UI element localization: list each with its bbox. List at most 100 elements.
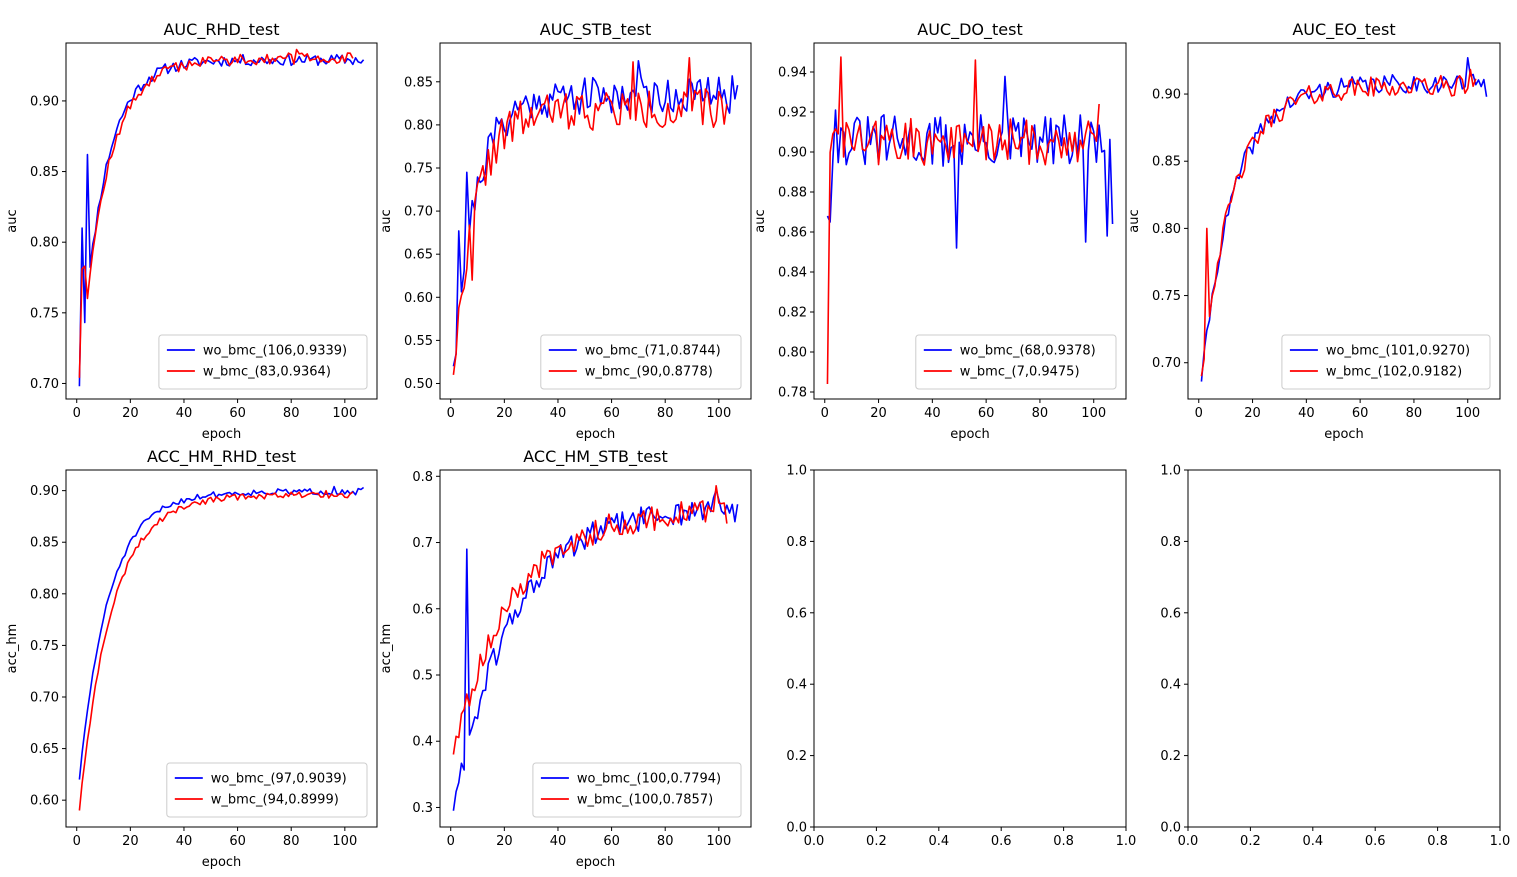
y-tick-label: 0.80 bbox=[778, 346, 807, 361]
y-tick-label: 0.92 bbox=[778, 106, 807, 121]
x-tick-label: 1.0 bbox=[1490, 834, 1511, 849]
x-tick-label: 0.0 bbox=[804, 834, 825, 849]
series-line-wo-bmc bbox=[452, 489, 739, 811]
x-tick-label: 20 bbox=[496, 834, 513, 849]
legend-entry: wo_bmc_(100,0.7794) bbox=[577, 772, 721, 787]
y-tick-label: 0.6 bbox=[786, 606, 807, 621]
x-axis-label: epoch bbox=[950, 427, 990, 442]
y-axis-label: acc_hm bbox=[379, 624, 394, 674]
x-axis-label: epoch bbox=[1324, 427, 1364, 442]
y-tick-label: 0.0 bbox=[1160, 821, 1181, 836]
y-tick-label: 0.80 bbox=[30, 587, 59, 602]
axes-frame bbox=[439, 42, 752, 400]
legend-box bbox=[915, 334, 1117, 390]
chart-title: AUC_RHD_test bbox=[163, 20, 279, 40]
y-tick-label: 0.65 bbox=[404, 248, 433, 263]
x-tick-label: 0.8 bbox=[1427, 834, 1448, 849]
x-tick-label: 60 bbox=[1352, 406, 1369, 421]
y-tick-label: 0.88 bbox=[778, 186, 807, 201]
y-tick-label: 0.65 bbox=[30, 742, 59, 757]
legend-entry: wo_bmc_(68,0.9378) bbox=[960, 344, 1096, 359]
y-tick-label: 0.8 bbox=[412, 470, 433, 485]
y-tick-label: 0.85 bbox=[30, 536, 59, 551]
y-tick-label: 1.0 bbox=[1160, 464, 1181, 479]
y-tick-label: 0.2 bbox=[786, 749, 807, 764]
legend-entry: wo_bmc_(71,0.8744) bbox=[585, 344, 721, 359]
x-tick-label: 0 bbox=[447, 834, 455, 849]
y-tick-label: 0.55 bbox=[404, 334, 433, 349]
y-axis-label: auc bbox=[753, 209, 768, 232]
legend-entry: wo_bmc_(101,0.9270) bbox=[1326, 344, 1470, 359]
y-tick-label: 0.85 bbox=[404, 75, 433, 90]
y-tick-label: 0.8 bbox=[786, 535, 807, 550]
x-axis-label: epoch bbox=[576, 855, 616, 870]
y-tick-label: 0.8 bbox=[1160, 535, 1181, 550]
y-tick-label: 0.70 bbox=[30, 690, 59, 705]
x-tick-label: 100 bbox=[1081, 406, 1106, 421]
x-tick-label: 0.8 bbox=[1053, 834, 1074, 849]
y-tick-label: 0.6 bbox=[412, 602, 433, 617]
x-tick-label: 60 bbox=[603, 834, 620, 849]
x-tick-label: 80 bbox=[283, 406, 300, 421]
subplot-8: 0.0 0.2 0.4 0.6 0.8 1.0 0.0 0.2 0.4 0.6 0.8 1.0 bbox=[1160, 464, 1510, 850]
y-tick-label: 0.4 bbox=[786, 678, 807, 693]
y-tick-label: 0.2 bbox=[1160, 749, 1181, 764]
x-tick-label: 20 bbox=[122, 834, 139, 849]
x-tick-label: 40 bbox=[1298, 406, 1315, 421]
legend-entry: w_bmc_(102,0.9182) bbox=[1326, 365, 1462, 380]
y-tick-label: 0.75 bbox=[30, 639, 59, 654]
x-tick-label: 40 bbox=[924, 406, 941, 421]
series-line-w-bmc bbox=[1200, 68, 1477, 377]
axes-frame bbox=[813, 469, 1127, 828]
legend-entry: w_bmc_(100,0.7857) bbox=[577, 793, 713, 808]
y-tick-label: 0.4 bbox=[412, 735, 433, 750]
x-tick-label: 60 bbox=[603, 406, 620, 421]
series-line-wo-bmc bbox=[826, 75, 1114, 249]
y-axis-label: acc_hm bbox=[5, 624, 20, 674]
legend-entry: w_bmc_(90,0.8778) bbox=[585, 365, 713, 380]
x-tick-label: 80 bbox=[657, 834, 674, 849]
legend-entry: w_bmc_(83,0.9364) bbox=[203, 365, 331, 380]
legend-box bbox=[532, 762, 742, 818]
chart-title: AUC_STB_test bbox=[540, 20, 651, 40]
y-tick-label: 0.90 bbox=[30, 94, 59, 109]
y-tick-label: 0.82 bbox=[778, 306, 807, 321]
legend-box bbox=[158, 334, 368, 390]
y-tick-label: 1.0 bbox=[786, 464, 807, 479]
x-tick-label: 20 bbox=[1244, 406, 1261, 421]
x-tick-label: 0 bbox=[447, 406, 455, 421]
axes-frame bbox=[65, 469, 378, 828]
x-tick-label: 1.0 bbox=[1116, 834, 1137, 849]
subplot-7: 0.0 0.2 0.4 0.6 0.8 1.0 0.0 0.2 0.4 0.6 0.8 1.0 bbox=[786, 464, 1136, 850]
x-tick-label: 60 bbox=[229, 834, 246, 849]
y-tick-label: 0.75 bbox=[1152, 289, 1181, 304]
x-tick-label: 40 bbox=[176, 406, 193, 421]
y-axis-label: auc bbox=[379, 209, 394, 232]
x-tick-label: 100 bbox=[1455, 406, 1480, 421]
legend: wo_bmc_(68,0.9378) w_bmc_(7,0.9475) bbox=[915, 334, 1117, 390]
y-tick-label: 0.80 bbox=[30, 236, 59, 251]
legend: wo_bmc_(106,0.9339) w_bmc_(83,0.9364) bbox=[158, 334, 368, 390]
legend-box bbox=[166, 762, 368, 818]
x-tick-label: 100 bbox=[706, 406, 731, 421]
x-tick-label: 0.4 bbox=[928, 834, 949, 849]
y-tick-label: 0.84 bbox=[778, 266, 807, 281]
x-tick-label: 0.2 bbox=[1240, 834, 1261, 849]
x-tick-label: 20 bbox=[870, 406, 887, 421]
axes-frame bbox=[1187, 469, 1501, 828]
chart-title: AUC_DO_test bbox=[917, 20, 1022, 40]
subplot-3: AUC_DO_test 0 20 40 60 80 100 0.78 0.80 0.82 0.84 0… bbox=[753, 20, 1127, 442]
y-tick-label: 0.80 bbox=[1152, 222, 1181, 237]
y-tick-label: 0.4 bbox=[1160, 678, 1181, 693]
x-tick-label: 80 bbox=[1032, 406, 1049, 421]
x-tick-label: 0.4 bbox=[1302, 834, 1323, 849]
subplot-2: AUC_STB_test 0 20 40 60 80 100 0.50 0.55 0.60 0.65… bbox=[379, 20, 752, 442]
x-tick-label: 20 bbox=[122, 406, 139, 421]
x-tick-label: 80 bbox=[1406, 406, 1423, 421]
legend: wo_bmc_(97,0.9039) w_bmc_(94,0.8999) bbox=[166, 762, 368, 818]
y-tick-label: 0.78 bbox=[778, 386, 807, 401]
legend-box bbox=[540, 334, 742, 390]
y-tick-label: 0.90 bbox=[30, 484, 59, 499]
x-tick-label: 60 bbox=[978, 406, 995, 421]
legend: wo_bmc_(71,0.8744) w_bmc_(90,0.8778) bbox=[540, 334, 742, 390]
